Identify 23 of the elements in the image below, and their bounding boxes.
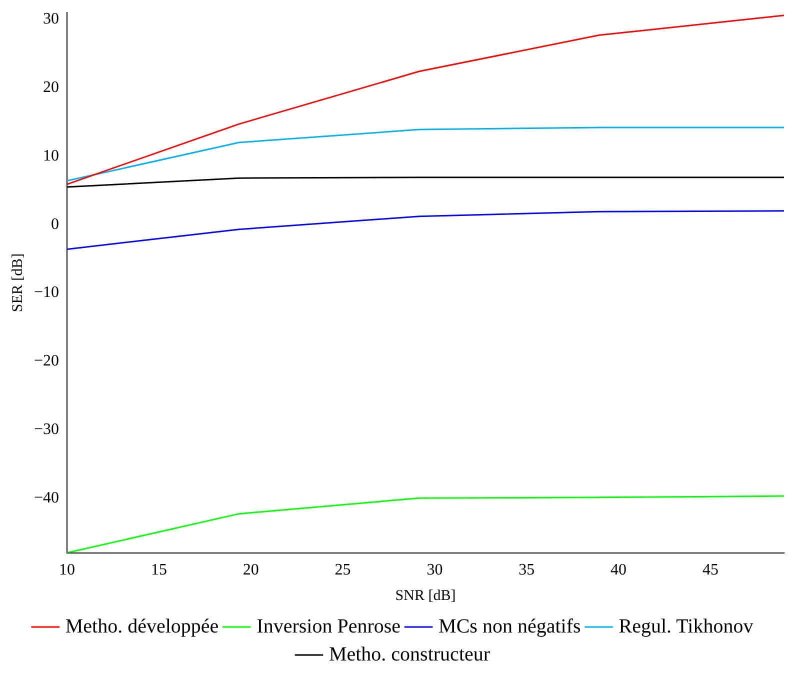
legend-label: Regul. Tikhonov bbox=[618, 615, 754, 638]
legend-label: Metho. développée bbox=[65, 615, 219, 638]
y-tick-label: 10 bbox=[43, 147, 60, 164]
y-tick-label: 30 bbox=[43, 10, 60, 28]
x-tick-label: 25 bbox=[334, 562, 351, 579]
y-tick-label: −30 bbox=[34, 420, 60, 438]
y-tick-label: −40 bbox=[34, 489, 60, 506]
legend-label: Inversion Penrose bbox=[256, 615, 401, 638]
x-tick-label: 45 bbox=[702, 562, 718, 579]
y-tick-label: 20 bbox=[43, 79, 60, 96]
x-tick-label: 20 bbox=[242, 562, 259, 579]
y-tick-label: −10 bbox=[34, 284, 60, 302]
y-axis-title: SER [dB] bbox=[10, 253, 26, 312]
x-tick-label: 10 bbox=[59, 562, 76, 579]
y-tick-label: −20 bbox=[34, 352, 60, 370]
x-tick-label: 40 bbox=[610, 562, 627, 579]
legend-label: Metho. constructeur bbox=[328, 643, 490, 666]
legend-label: MCs non négatifs bbox=[438, 615, 581, 638]
x-tick-label: 35 bbox=[518, 562, 535, 579]
y-tick-label: 0 bbox=[51, 216, 60, 233]
x-tick-label: 30 bbox=[426, 562, 443, 579]
x-tick-label: 15 bbox=[150, 562, 167, 579]
x-axis-title: SNR [dB] bbox=[395, 588, 456, 604]
